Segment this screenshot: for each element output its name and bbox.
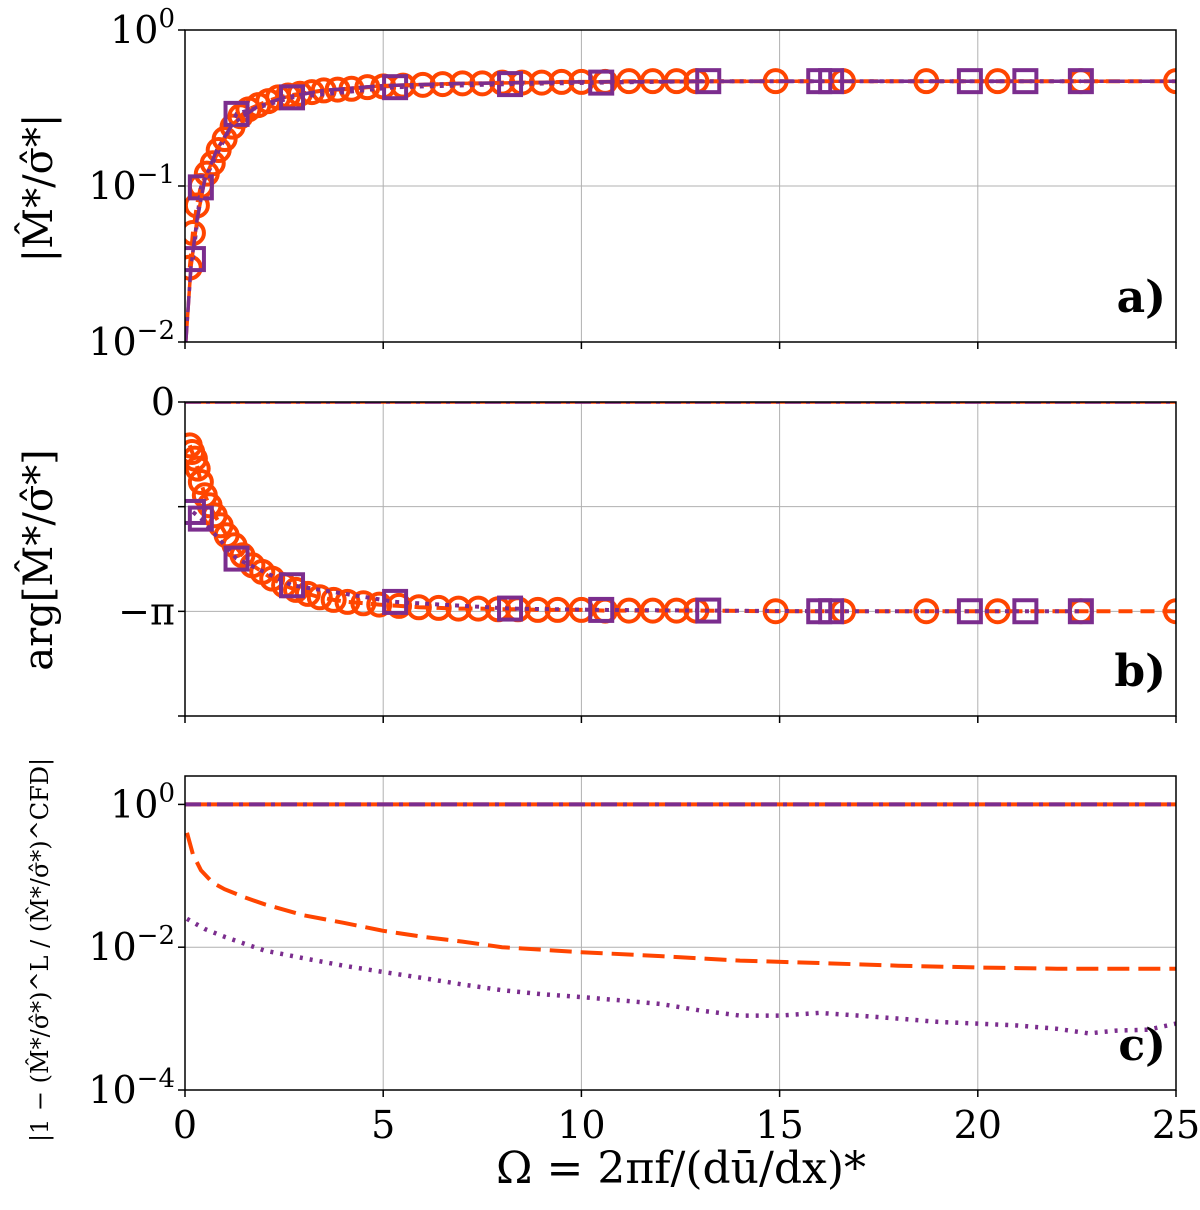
orange-circles-marker-9 (227, 103, 254, 130)
purple-squares-marker-1 (187, 505, 214, 532)
x-tick-label-20: 20 (954, 1103, 1002, 1147)
purple-dashdot (185, 79, 1176, 342)
panel-label: c) (1118, 1020, 1166, 1071)
x-tick-label-10: 10 (557, 1103, 605, 1147)
purple-dashdot-under (185, 79, 1176, 342)
x-axis-label: Ω = 2πf/(dū/dx)* (496, 1143, 866, 1194)
panel-b: 0 −π b) (118, 380, 1177, 723)
orange-circles-line (187, 444, 1176, 614)
panel-a: 100 10−1 10−2 a) (88, 4, 1177, 364)
y-tick-label-0: 0 (151, 380, 175, 424)
orange-circles-marker-16 (282, 576, 309, 603)
orange-circles-line (187, 79, 1176, 268)
orange-circles-marker-18 (306, 584, 333, 611)
plot-area (185, 68, 1176, 342)
axes-frame (184, 775, 1177, 1091)
orange-circles-marker-17 (294, 580, 321, 607)
y-tick-label-1: 10−2 (88, 921, 175, 969)
plot-area (185, 802, 1176, 1036)
axes-frame (184, 401, 1177, 717)
purple-squares-marker-0 (185, 498, 206, 525)
panel-label: a) (1117, 272, 1166, 323)
purple-squares-marker-11 (1012, 598, 1039, 625)
grid (184, 776, 1177, 1090)
purple-squares-marker-7 (695, 597, 722, 624)
orange-circles-marker-20 (334, 588, 361, 615)
y-tick-label-2: 10−2 (88, 316, 175, 364)
y-tick-label-1: −π (118, 589, 175, 633)
ylabel-a: |M̂*/σ̂*| (16, 114, 62, 263)
purple-squares-line (191, 510, 1081, 614)
panel-c: 0 5 10 15 20 25 100 10−2 10−4 c) (88, 775, 1200, 1147)
purple-squares-marker-9 (818, 598, 845, 625)
plot-area (185, 402, 1176, 625)
purple-squares-marker-4 (382, 588, 409, 615)
x-tick-label-25: 25 (1152, 1103, 1200, 1147)
purple-squares-marker-5 (497, 595, 524, 622)
panel-label: b) (1114, 646, 1166, 697)
purple-squares-line (190, 79, 1081, 260)
grid (184, 401, 1177, 717)
ylabel-b: arg[M̂*/σ̂*] (16, 449, 62, 671)
purple-squares-marker-10 (956, 598, 983, 625)
orange-circles-marker-43 (1163, 598, 1176, 625)
orange-circles-marker-23 (386, 592, 413, 619)
y-tick-label-0: 100 (110, 4, 175, 52)
purple-dotted (185, 916, 1176, 1036)
orange-circles-marker-3 (185, 455, 211, 482)
orange-circles-marker-21 (350, 590, 377, 617)
x-tick-label-15: 15 (755, 1103, 803, 1147)
x-tick-label-5: 5 (371, 1103, 395, 1147)
y-tick-label-2: 10−4 (88, 1064, 175, 1112)
orange-circles-marker-5 (199, 150, 226, 177)
orange-circles-marker-27 (465, 595, 492, 622)
orange-circles-marker-25 (425, 594, 452, 621)
orange-circles-marker-19 (320, 586, 347, 613)
orange-circles-marker-4 (187, 468, 214, 495)
purple-squares-marker-2 (223, 545, 250, 572)
purple-squares-marker-6 (588, 596, 615, 623)
ylabel-c: |1 − (M̂*/σ̂*)^L / (M̂*/σ̂*)^CFD| (26, 758, 55, 1142)
x-tick-label-0: 0 (173, 1103, 197, 1147)
orange-circles-marker-26 (445, 595, 472, 622)
y-tick-label-1: 10−1 (88, 160, 175, 208)
grid (184, 29, 1177, 343)
orange-dashed (185, 832, 1176, 971)
purple-squares-marker-3 (279, 572, 306, 599)
purple-squares-marker-12 (1067, 598, 1094, 625)
y-tick-label-0: 100 (110, 778, 175, 826)
orange-circles-marker-22 (366, 591, 393, 618)
